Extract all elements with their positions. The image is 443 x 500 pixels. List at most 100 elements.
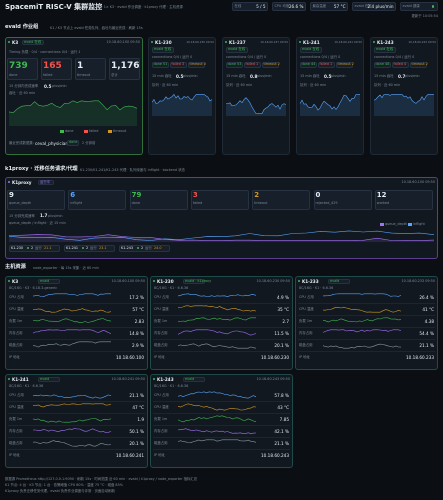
metric-label: 负载 1m bbox=[154, 319, 168, 323]
sparkline bbox=[177, 343, 257, 349]
host-name: K3 bbox=[12, 278, 19, 284]
rate-value: 0.8 bbox=[250, 73, 258, 79]
sparkline bbox=[177, 391, 257, 399]
stat-value: 1,176 bbox=[111, 61, 140, 71]
count-done: done 44 bbox=[301, 62, 316, 67]
chip-value: 5 / 5 bbox=[256, 3, 266, 9]
sparkline-area bbox=[9, 100, 137, 126]
sparkline bbox=[177, 329, 257, 336]
metric-label: 磁盘占用 bbox=[299, 343, 313, 347]
section-note: K1-230/K1-241/K1-243 代理 · 队列深度与 inflight… bbox=[80, 167, 185, 172]
chip-label: 最高温度 bbox=[312, 4, 327, 8]
node-name: K1-237 bbox=[229, 39, 246, 45]
count-done: done 53 bbox=[227, 62, 242, 67]
metric-label: CPU 温度 bbox=[9, 307, 24, 311]
count-failed: failed 1 bbox=[319, 62, 333, 67]
sparkline bbox=[322, 293, 402, 297]
node-name: K3 bbox=[12, 39, 19, 45]
sparkline-line bbox=[177, 403, 257, 411]
sparkline-line bbox=[32, 418, 112, 423]
backend-chip bbox=[119, 245, 170, 252]
rate-unit: plus/min bbox=[405, 74, 420, 78]
metric-label: 内存占用 bbox=[9, 331, 23, 335]
badge bbox=[183, 278, 205, 284]
legend-label: queue_depth bbox=[385, 221, 408, 226]
chart-label: queue_depth / inflight · 近 15 min bbox=[9, 221, 66, 225]
metric-label: 负载 1m bbox=[154, 417, 168, 421]
legend-label: timeout bbox=[113, 128, 127, 133]
sparkline-line bbox=[177, 317, 256, 322]
status-dot bbox=[8, 280, 11, 283]
count-chip bbox=[336, 62, 353, 68]
metric-value: 17.2 % bbox=[129, 294, 144, 300]
stat-value: 9 bbox=[9, 191, 14, 199]
sparkline bbox=[32, 403, 112, 408]
node-name: K1-243 bbox=[377, 39, 394, 45]
backend-label: 运行 bbox=[145, 245, 152, 250]
chip-value: 57 °C bbox=[333, 3, 346, 9]
stat-value: 165 bbox=[43, 61, 62, 71]
sparkline bbox=[322, 317, 402, 323]
badge-text: 运行中 bbox=[40, 179, 51, 184]
host-sub: 8C/16G · K1 · 6.6.36 bbox=[154, 286, 189, 290]
metric-value: 14.8 % bbox=[129, 330, 144, 336]
sparkline bbox=[151, 93, 213, 116]
metric-label: CPU 温度 bbox=[9, 405, 24, 409]
sparkline-line bbox=[299, 94, 360, 111]
badge bbox=[374, 47, 396, 53]
legend-swatch bbox=[60, 130, 64, 133]
rate-unit: plus/min bbox=[331, 74, 346, 78]
stat-box bbox=[313, 190, 372, 210]
host-time: 10.18.60.233 09:50 bbox=[401, 279, 436, 283]
recent-time: 2 分钟前 bbox=[82, 141, 96, 145]
sparkline-line bbox=[32, 329, 112, 334]
sparkline-area bbox=[226, 97, 286, 116]
sparkline-line bbox=[322, 343, 402, 349]
metric-value: 10.18.60.230 bbox=[261, 354, 289, 360]
rate-unit: plus/min bbox=[48, 214, 63, 218]
metric-value: 20.1 % bbox=[129, 440, 144, 446]
rate-label: 15 min 吞吐 bbox=[226, 74, 246, 78]
badge bbox=[38, 179, 54, 185]
metric-label: IP 地址 bbox=[154, 355, 165, 359]
host-card bbox=[5, 276, 148, 370]
sparkline bbox=[322, 329, 402, 333]
connections: connections 0/4 / 运行 0 bbox=[152, 55, 193, 59]
sparkline bbox=[8, 230, 435, 241]
sparkline-line bbox=[322, 317, 402, 323]
status-dot bbox=[8, 378, 11, 381]
badge bbox=[183, 376, 205, 382]
backend-label: 运行 bbox=[35, 245, 42, 250]
sparkline bbox=[177, 317, 256, 322]
legend-label: inflight bbox=[413, 221, 425, 226]
status-chip bbox=[67, 140, 79, 146]
count-chip bbox=[170, 62, 187, 68]
rate-label: 15 min 吞吐 bbox=[300, 74, 320, 78]
metric-value: 4.38 bbox=[424, 318, 434, 324]
section-title: 主机资源 bbox=[5, 264, 26, 270]
metric-value: 10.18.60.233 bbox=[406, 354, 434, 360]
count-chip bbox=[152, 62, 169, 68]
status-dot bbox=[137, 247, 140, 250]
host-card bbox=[150, 374, 293, 468]
host-time: 10.18.60.230 09:50 bbox=[256, 279, 291, 283]
node-sub: Timing 负载 · 0/4 · connections 0/4 · 运行 1 bbox=[9, 50, 81, 54]
rate-label: 15 分钟完成速率 bbox=[9, 214, 35, 218]
connections: connections 0/4 / 运行 0 bbox=[300, 55, 341, 59]
rate-unit: plus/min bbox=[183, 74, 198, 78]
status-dot bbox=[432, 5, 435, 8]
status-dot bbox=[82, 247, 85, 250]
badge-text: evald bbox=[40, 376, 50, 381]
node-name: K1-241 bbox=[303, 39, 320, 45]
stat-box bbox=[190, 190, 249, 210]
metric-label: 磁盘占用 bbox=[154, 343, 168, 347]
badge bbox=[38, 278, 60, 284]
badge-text: evald bbox=[185, 376, 195, 381]
metric-label: CPU 占用 bbox=[154, 393, 169, 397]
metric-label: CPU 占用 bbox=[9, 393, 24, 397]
sparkline bbox=[32, 440, 112, 447]
metric-value: 10.18.60.241 bbox=[116, 452, 144, 458]
backend-name: K1-241 bbox=[66, 245, 79, 250]
evald-node-card bbox=[296, 37, 364, 155]
